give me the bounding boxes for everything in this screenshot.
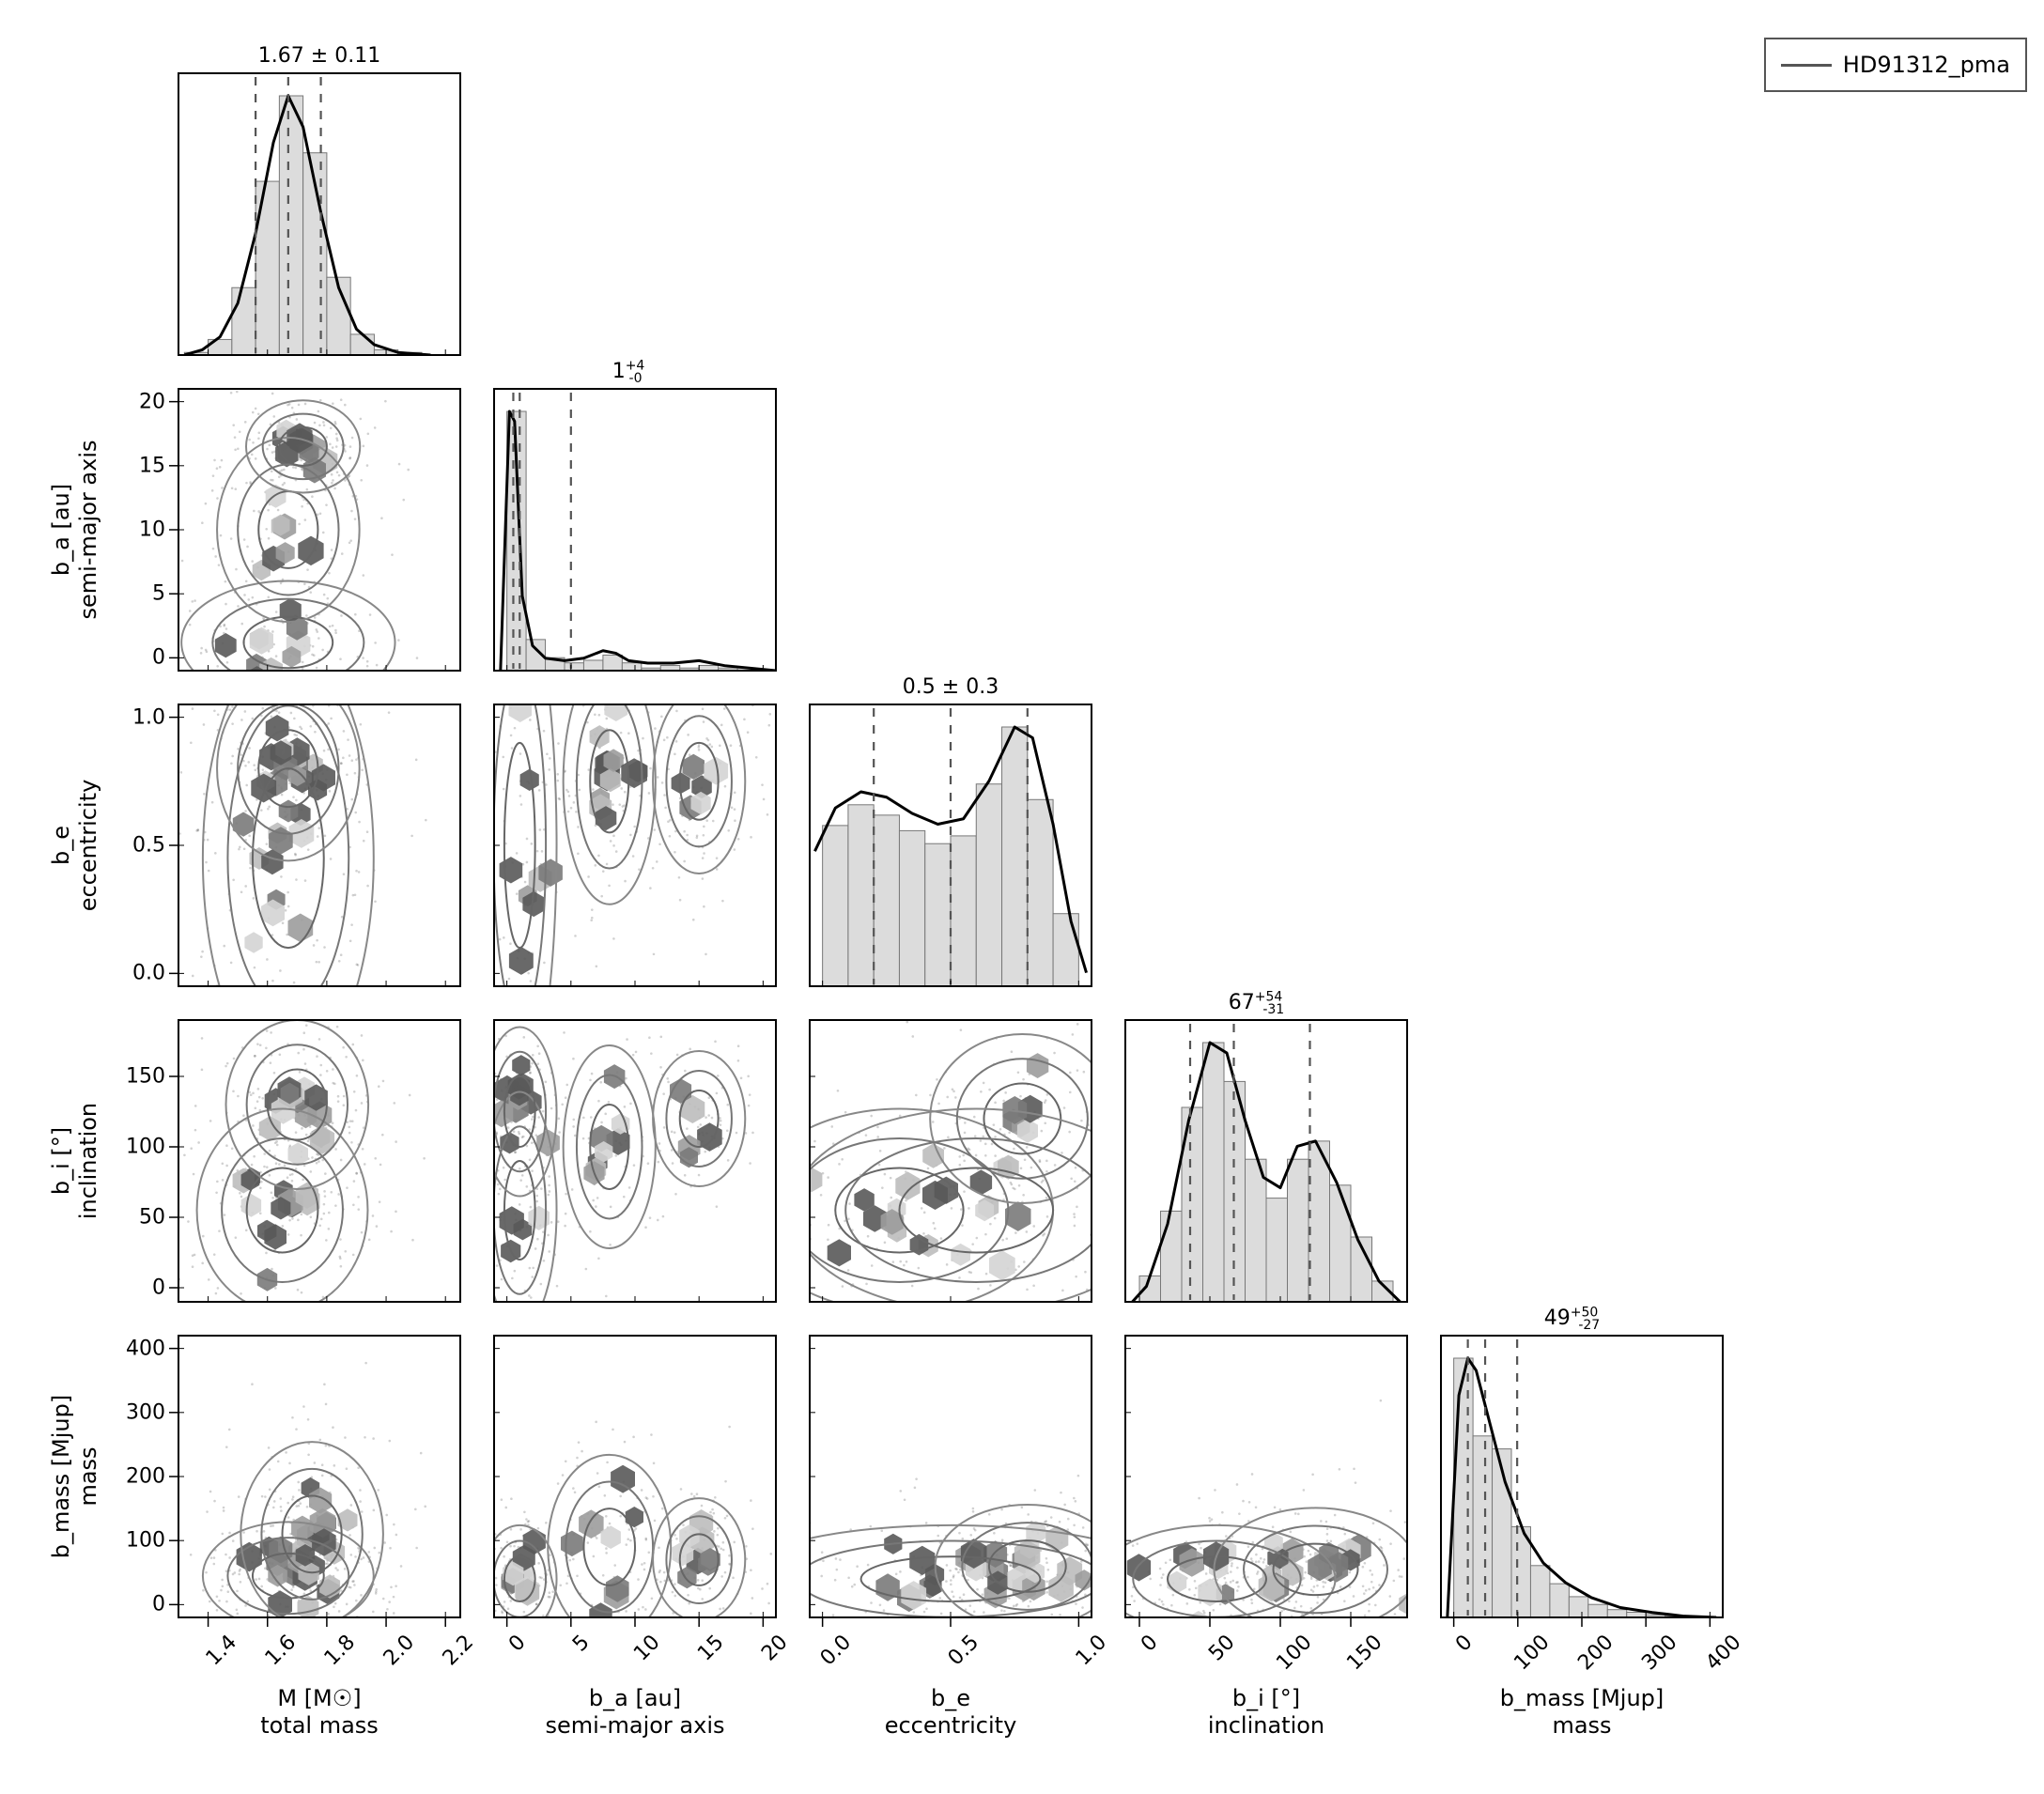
- hist-b_a: [501, 393, 776, 671]
- ytick-b_i-1: 50: [139, 1206, 165, 1230]
- hist-b_mass: [1448, 1339, 1716, 1617]
- title-b_mass: 49+50-27: [1544, 1307, 1619, 1330]
- title-M: 1.67 ± 0.11: [258, 44, 380, 68]
- xlabel-b_mass: b_mass [Mjup]mass: [1500, 1685, 1665, 1740]
- panel: [810, 1020, 1092, 1302]
- ytick-b_mass-2: 200: [126, 1465, 165, 1489]
- ytick-b_i-3: 150: [126, 1065, 165, 1089]
- xlabel-b_a: b_a [au]semi-major axis: [546, 1685, 725, 1740]
- title-b_a: 1+4-0: [612, 360, 658, 383]
- ytick-b_mass-4: 400: [126, 1337, 165, 1360]
- title-b_i: 67+54-31: [1229, 991, 1304, 1014]
- ytick-b_mass-1: 100: [126, 1529, 165, 1553]
- legend-line: [1781, 64, 1832, 67]
- hist-b_i: [1133, 1024, 1401, 1302]
- xlabel-b_i: b_i [°]inclination: [1208, 1685, 1324, 1740]
- ytick-b_e-2: 1.0: [132, 705, 165, 729]
- joint-b_i-vs-M: [142, 970, 466, 1378]
- ytick-b_a-1: 5: [152, 582, 165, 606]
- ytick-b_mass-0: 0: [152, 1593, 165, 1616]
- corner-plot: [0, 0, 2044, 1794]
- ytick-b_e-1: 0.5: [132, 834, 165, 858]
- ytick-b_i-2: 100: [126, 1136, 165, 1159]
- hist-M: [184, 77, 430, 355]
- ylabel-b_e: b_eeccentricity: [48, 780, 102, 912]
- title-b_e: 0.5 ± 0.3: [903, 675, 999, 699]
- panel: [178, 389, 460, 671]
- hist-b_e: [814, 708, 1086, 986]
- panel: [810, 1336, 1092, 1617]
- xlabel-M: M [M☉]total mass: [260, 1685, 379, 1740]
- ytick-b_a-4: 20: [139, 390, 165, 413]
- ytick-b_mass-3: 300: [126, 1400, 165, 1424]
- panel: [178, 704, 460, 986]
- ylabel-b_a: b_a [au]semi-major axis: [48, 441, 102, 620]
- joint-b_mass-vs-M: [149, 1362, 488, 1691]
- ytick-b_a-3: 15: [139, 454, 165, 477]
- panel: [178, 1336, 460, 1617]
- joint-b_a-vs-M: [129, 382, 531, 753]
- panel: [494, 389, 776, 671]
- xlabel-b_e: b_eeccentricity: [885, 1685, 1017, 1740]
- ylabel-b_mass: b_mass [Mjup]mass: [48, 1395, 102, 1559]
- legend-label: HD91312_pma: [1843, 52, 2010, 78]
- legend-box: HD91312_pma: [1764, 38, 2027, 92]
- ytick-b_e-0: 0.0: [132, 962, 165, 985]
- ytick-b_a-2: 10: [139, 518, 165, 542]
- kde-b_a: [501, 411, 776, 671]
- ytick-b_a-0: 0: [152, 646, 165, 670]
- panel: [494, 704, 776, 986]
- ytick-b_i-0: 0: [152, 1276, 165, 1300]
- ylabel-b_i: b_i [°]inclination: [48, 1103, 102, 1219]
